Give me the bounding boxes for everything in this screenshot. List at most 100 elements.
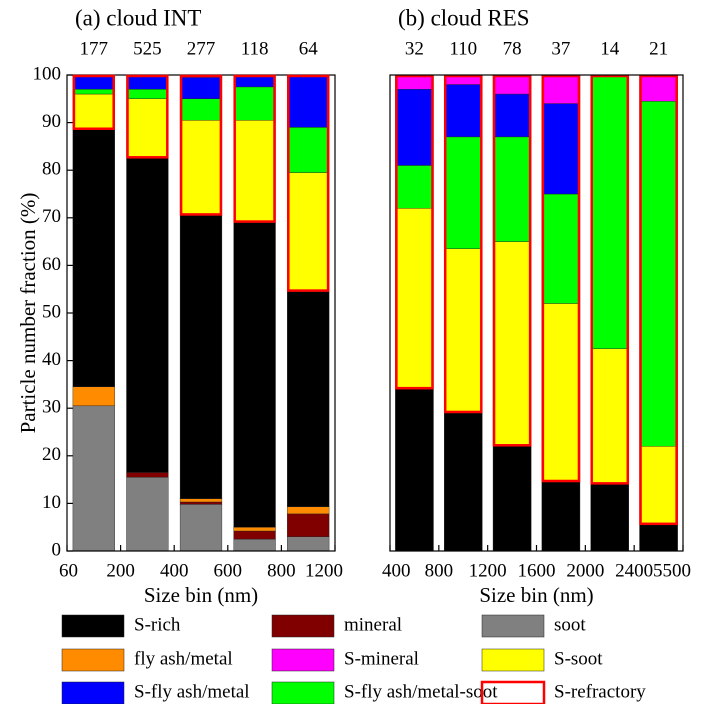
y-tick-label: 100 (33, 63, 62, 84)
panel-title: (a) cloud INT (75, 5, 201, 30)
bar-segment (179, 98, 223, 121)
bar-segment (233, 86, 276, 121)
bar-segment (287, 291, 330, 507)
bar-segment (639, 446, 678, 526)
bar-count: 32 (405, 38, 424, 59)
x-tick-label: 5500 (653, 560, 691, 581)
bar-segment (395, 388, 434, 552)
plot-frame (389, 74, 684, 552)
bar-segment (395, 165, 434, 209)
bar-segment (541, 303, 581, 483)
panel-title: (b) cloud RES (398, 5, 530, 30)
refractory-outline (179, 74, 223, 216)
y-tick-label: 30 (42, 397, 61, 418)
y-axis-label: Particle number fraction (%) (16, 193, 40, 434)
x-tick-label: 1200 (305, 560, 343, 581)
refractory-outline (541, 74, 581, 483)
legend-swatch (61, 648, 125, 672)
bar-segment (126, 98, 169, 159)
legend-label: fly ash/metal (134, 648, 233, 669)
bar-segment (72, 129, 115, 387)
bar-segment (395, 208, 434, 390)
legend-swatch (271, 648, 335, 672)
bar-segment (444, 136, 483, 249)
bar-segment (233, 120, 276, 223)
bar-count: 110 (449, 38, 477, 59)
legend-swatch (61, 614, 125, 638)
bar-segment (541, 193, 581, 304)
legend-swatch (271, 614, 335, 638)
y-tick-label: 50 (42, 301, 61, 322)
bar-segment (179, 77, 223, 99)
bar-count: 277 (187, 38, 216, 59)
legend-swatch (481, 614, 545, 638)
bar-count: 14 (600, 38, 620, 59)
bar-segment (233, 530, 276, 540)
bar-segment (233, 538, 276, 552)
legend-label: S-fly ash/metal-soot (344, 681, 498, 702)
refractory-outline (126, 74, 169, 159)
legend-label: S-mineral (344, 648, 419, 669)
bar-segment (287, 513, 330, 537)
refractory-outline (639, 74, 678, 526)
bar-segment (72, 386, 115, 407)
x-tick-label: 400 (160, 560, 189, 581)
bar-segment (287, 74, 330, 128)
x-tick-label: 400 (382, 560, 411, 581)
y-tick-label: 20 (42, 444, 61, 465)
x-tick-label: 1200 (469, 560, 507, 581)
bar-segment (126, 89, 169, 99)
bar-segment (126, 477, 169, 552)
bar-segment (233, 527, 276, 532)
bar-segment (72, 89, 115, 95)
refractory-outline (287, 74, 330, 292)
x-tick-label: 1600 (518, 560, 556, 581)
bar-count: 21 (649, 38, 668, 59)
bar-segment (492, 136, 532, 242)
legend-label: S-soot (554, 648, 603, 669)
refractory-outline (590, 74, 630, 485)
bar-count: 78 (503, 38, 522, 59)
bar-segment (287, 172, 330, 292)
bar-segment (492, 446, 532, 552)
bar-segment (590, 484, 629, 552)
bar-segment (492, 74, 532, 95)
bar-segment (179, 215, 223, 499)
bar-segment (126, 158, 169, 473)
x-tick-label: 600 (214, 560, 243, 581)
x-tick-label: 2000 (566, 560, 604, 581)
y-tick-label: 80 (42, 159, 61, 180)
legend-swatch (480, 680, 546, 704)
bar-segment (492, 93, 532, 138)
bar-segment (541, 481, 581, 552)
bar-segment (444, 84, 483, 138)
bar-segment (179, 504, 223, 552)
legend-label: soot (554, 614, 586, 635)
bar-segment (590, 348, 629, 485)
x-axis-label: Size bin (nm) (479, 583, 593, 607)
y-tick-label: 90 (42, 111, 61, 132)
bar-segment (179, 498, 223, 503)
bar-count: 118 (241, 38, 269, 59)
bar-segment (639, 100, 678, 447)
legend-label: S-fly ash/metal (134, 681, 250, 702)
bar-segment (492, 241, 532, 447)
bar-segment (395, 89, 434, 166)
legend-swatch (481, 648, 545, 672)
y-tick-label: 70 (42, 206, 61, 227)
bar-segment (126, 472, 169, 478)
x-tick-label: 800 (425, 560, 454, 581)
legend-label: S-refractory (554, 681, 646, 702)
bar-segment (287, 127, 330, 173)
bar-count: 37 (551, 38, 570, 59)
bar-segment (233, 222, 276, 528)
x-tick-label: 800 (267, 560, 296, 581)
refractory-outline (233, 74, 276, 223)
refractory-outline (395, 74, 434, 390)
x-tick-label: 2400 (615, 560, 653, 581)
legend-label: S-rich (134, 614, 181, 635)
bar-segment (179, 120, 223, 216)
bar-count: 177 (80, 38, 109, 59)
bar-segment (179, 501, 223, 505)
